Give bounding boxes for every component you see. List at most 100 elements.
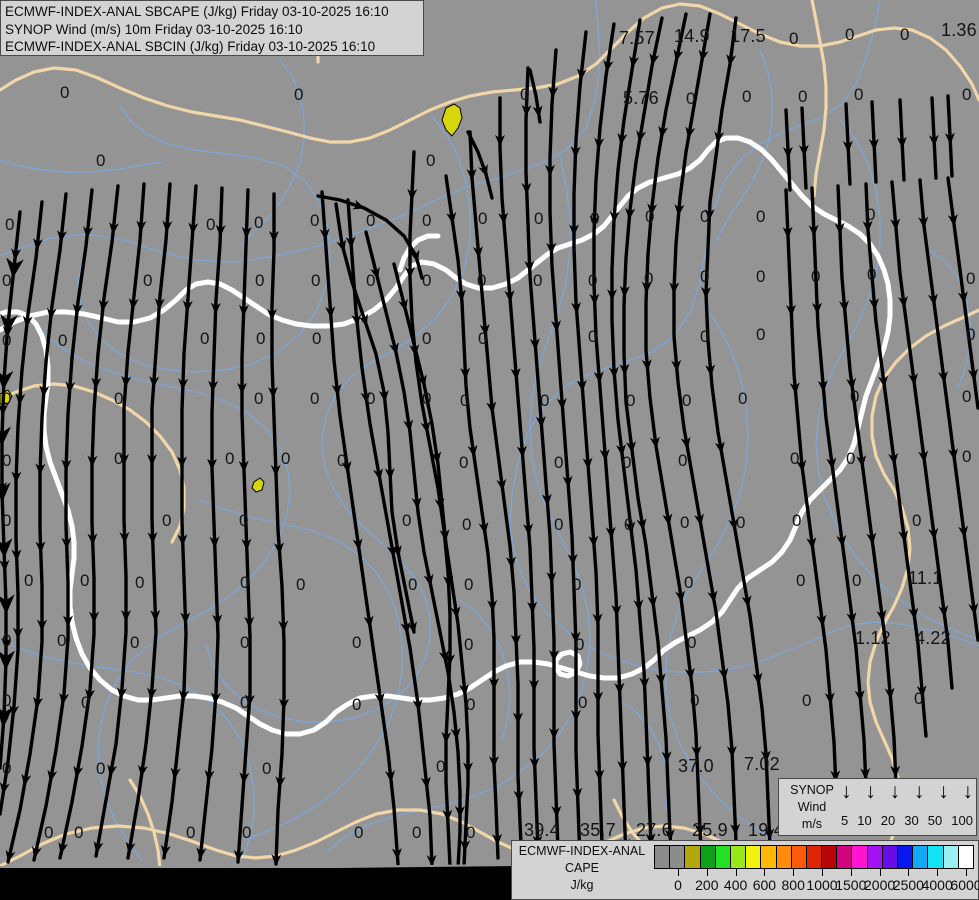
streamline-arrow-icon xyxy=(948,448,959,461)
station-value: 7.57 xyxy=(619,28,655,48)
streamline-arrow-icon xyxy=(816,614,827,628)
streamline-arrow-icon xyxy=(521,104,532,117)
streamline-arrow-icon xyxy=(35,541,46,554)
wind-streamlines xyxy=(0,12,979,866)
streamline-arrow-icon xyxy=(603,59,614,73)
streamline-arrow-icon xyxy=(532,105,543,118)
cape-colour-swatch[interactable] xyxy=(928,846,944,868)
streamline-arrow-icon xyxy=(838,300,849,313)
station-value: 0 xyxy=(426,151,436,170)
cape-colour-swatch[interactable] xyxy=(837,846,853,868)
station-value: 0 xyxy=(2,389,12,408)
station-value: 0 xyxy=(5,215,15,234)
station-value: 0 xyxy=(312,329,322,348)
cape-colour-swatch[interactable] xyxy=(700,846,716,868)
cape-colour-swatch[interactable] xyxy=(761,846,777,868)
streamline-arrow-icon xyxy=(567,553,578,566)
cape-colour-swatch[interactable] xyxy=(898,846,914,868)
streamline-arrow-icon xyxy=(842,140,853,153)
cape-colour-bar[interactable] xyxy=(654,845,974,869)
streamline-arrow-icon xyxy=(908,373,918,386)
streamline-arrow-icon xyxy=(147,454,157,467)
cape-colour-swatch[interactable] xyxy=(913,846,929,868)
streamline-arrow-icon xyxy=(407,188,418,201)
station-value: 0 xyxy=(742,87,752,106)
cape-colour-swatch[interactable] xyxy=(867,846,883,868)
streamline-arrow-icon xyxy=(336,239,346,253)
streamline-arrow-icon xyxy=(136,220,147,233)
streamline-arrow-icon xyxy=(15,393,26,406)
cape-colour-swatch[interactable] xyxy=(730,846,747,868)
streamline-arrow-icon xyxy=(662,513,673,526)
streamline-arrow-icon xyxy=(210,302,221,315)
station-value: 0 xyxy=(962,85,972,104)
cape-colour-swatch[interactable] xyxy=(958,846,973,868)
cape-colour-swatch[interactable] xyxy=(670,846,686,868)
streamline-arrow-icon xyxy=(625,207,636,221)
station-value: 0 xyxy=(466,823,476,842)
streamline-arrow-icon xyxy=(478,521,489,535)
streamline-arrow-icon xyxy=(239,772,250,785)
cape-colour-swatch[interactable] xyxy=(776,846,792,868)
cape-tick xyxy=(937,869,939,876)
station-value: 0 xyxy=(436,757,446,776)
cape-colour-swatch[interactable] xyxy=(943,846,959,868)
streamline-arrow-icon xyxy=(594,137,605,150)
streamline-arrow-icon xyxy=(426,854,437,866)
streamline-arrow-icon xyxy=(680,436,691,450)
streamline-arrow-icon xyxy=(633,599,644,612)
wind-speed-label: 50 xyxy=(927,812,943,828)
station-value: 0 xyxy=(789,29,799,48)
streamline-arrow-icon xyxy=(714,130,725,144)
streamline-arrow-icon xyxy=(391,544,402,558)
streamline-arrow-icon xyxy=(789,382,800,395)
streamline-arrow-icon xyxy=(363,615,374,628)
station-value: 0 xyxy=(738,389,748,408)
cape-colour-swatch[interactable] xyxy=(746,846,762,868)
streamline-arrow-icon xyxy=(529,338,540,351)
streamline-arrow-icon xyxy=(592,613,603,626)
station-value: 0 xyxy=(60,83,70,102)
station-value: 0 xyxy=(845,25,855,44)
streamline-arrow-icon xyxy=(373,468,383,481)
cape-colour-swatch[interactable] xyxy=(715,846,731,868)
streamline-arrow-icon xyxy=(878,375,889,388)
streamline-arrow-icon xyxy=(846,612,857,625)
streamline-arrow-icon xyxy=(764,828,775,841)
cape-colour-swatch[interactable] xyxy=(882,846,898,868)
streamline-arrow-icon xyxy=(487,599,498,613)
cape-colour-swatch[interactable] xyxy=(822,846,838,868)
streamline-arrow-icon xyxy=(551,320,562,333)
streamline-arrow-icon xyxy=(472,246,483,259)
streamline-arrow-icon xyxy=(0,559,10,573)
streamline-arrow-icon xyxy=(5,849,16,863)
wind-legend-line2: Wind xyxy=(797,800,827,814)
cape-colour-swatch[interactable] xyxy=(685,846,701,868)
station-value: 0 xyxy=(687,633,697,652)
station-value: 0 xyxy=(24,571,34,590)
streamline-arrow-icon xyxy=(1,638,12,651)
streamline-arrow-icon xyxy=(527,601,538,614)
station-value: 0 xyxy=(2,691,12,710)
streamline-arrow-icon xyxy=(549,649,559,662)
cape-colour-swatch[interactable] xyxy=(852,846,868,868)
streamline-arrow-icon xyxy=(210,692,221,705)
streamline-arrow-icon xyxy=(407,621,417,635)
station-value: 0 xyxy=(2,331,12,350)
cape-colour-swatch[interactable] xyxy=(655,846,671,868)
station-value: 0 xyxy=(867,265,877,284)
cape-colour-swatch[interactable] xyxy=(791,846,807,868)
streamline-arrow-icon xyxy=(46,307,57,320)
streamline-arrow-icon xyxy=(170,767,181,780)
streamline-arrow-icon xyxy=(319,228,330,241)
streamline-arrow-icon xyxy=(608,366,619,380)
streamline-arrow-icon xyxy=(278,620,289,633)
streamline-arrow-icon xyxy=(177,456,187,469)
streamline-arrow-icon xyxy=(83,226,94,239)
streamline-arrow-icon xyxy=(785,304,796,317)
cape-colour-swatch[interactable] xyxy=(806,846,823,868)
streamline-arrow-icon xyxy=(562,475,573,489)
streamline-arrow-icon xyxy=(204,769,215,783)
streamline-arrow-icon xyxy=(796,459,807,473)
